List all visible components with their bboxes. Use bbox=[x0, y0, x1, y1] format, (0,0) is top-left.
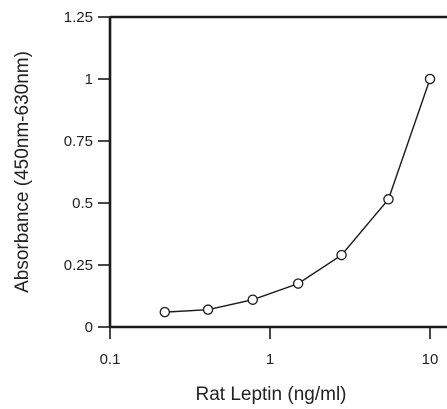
data-point bbox=[202, 304, 214, 315]
plot-frame bbox=[108, 15, 447, 329]
data-point bbox=[383, 194, 394, 205]
y-tick-label: 0 bbox=[85, 319, 93, 336]
x-tick-label: 0.1 bbox=[100, 351, 121, 368]
y-axis-ticks: 0 0.25 0.5 0.75 1 1.25 bbox=[64, 9, 110, 336]
data-point bbox=[424, 73, 436, 85]
y-axis-title: Absorbance (450nm-630nm) bbox=[12, 51, 33, 293]
x-tick-label: 1 bbox=[266, 351, 274, 368]
data-point bbox=[336, 249, 347, 261]
x-axis-title: Rat Leptin (ng/ml) bbox=[195, 384, 346, 405]
data-point bbox=[159, 306, 171, 318]
y-tick-label: 0.5 bbox=[72, 195, 93, 212]
x-axis-ticks: 0.1 1 10 bbox=[100, 327, 439, 368]
y-tick-label: 0.25 bbox=[64, 257, 93, 274]
y-tick-label: 1 bbox=[85, 71, 93, 88]
y-tick-label: 0.75 bbox=[64, 133, 93, 150]
y-tick-label: 1.25 bbox=[64, 9, 93, 26]
data-point bbox=[292, 278, 304, 289]
x-tick-label: 10 bbox=[422, 351, 439, 368]
data-series bbox=[159, 73, 436, 318]
data-point bbox=[247, 294, 258, 305]
